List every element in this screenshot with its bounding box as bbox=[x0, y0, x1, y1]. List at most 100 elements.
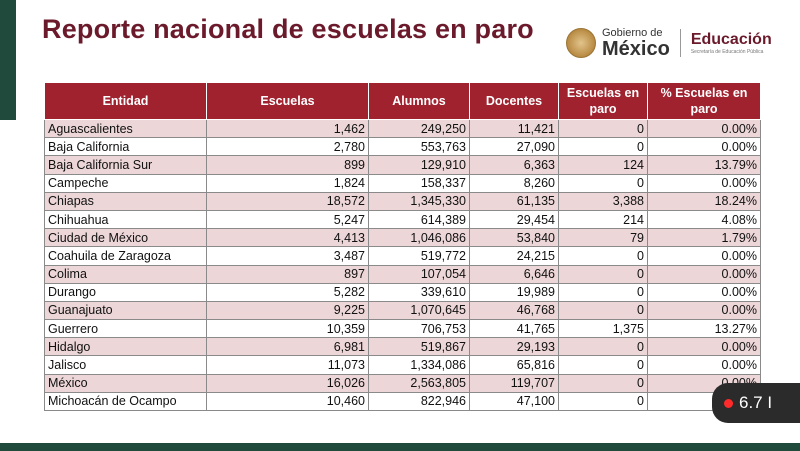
table-row: Campeche 1,824 158,337 8,260 0 0.00% bbox=[44, 173, 761, 193]
cell-docentes: 19,989 bbox=[469, 282, 559, 302]
cell-docentes: 65,816 bbox=[469, 355, 559, 375]
cell-entidad: Baja California Sur bbox=[44, 155, 207, 175]
cell-alumnos: 107,054 bbox=[368, 264, 470, 284]
header-porcentaje-paro: % Escuelas en paro bbox=[647, 82, 761, 120]
cell-alumnos: 706,753 bbox=[368, 319, 470, 339]
cell-escuelas: 5,282 bbox=[206, 282, 369, 302]
cell-escuelas: 6,981 bbox=[206, 337, 369, 357]
cell-entidad: México bbox=[44, 373, 207, 393]
header-entidad: Entidad bbox=[44, 82, 207, 120]
cell-entidad: Hidalgo bbox=[44, 337, 207, 357]
cell-docentes: 24,215 bbox=[469, 246, 559, 266]
cell-escuelas: 11,073 bbox=[206, 355, 369, 375]
cell-docentes: 27,090 bbox=[469, 137, 559, 157]
cell-escuelas-en-paro: 3,388 bbox=[558, 191, 648, 211]
cell-escuelas-en-paro: 1,375 bbox=[558, 319, 648, 339]
cell-alumnos: 1,046,086 bbox=[368, 228, 470, 248]
cell-escuelas: 18,572 bbox=[206, 191, 369, 211]
cell-docentes: 11,421 bbox=[469, 118, 559, 139]
record-dot-icon bbox=[724, 398, 733, 408]
cell-docentes: 41,765 bbox=[469, 319, 559, 339]
cell-escuelas-en-paro: 0 bbox=[558, 300, 648, 321]
cell-docentes: 6,646 bbox=[469, 264, 559, 284]
cell-escuelas-en-paro: 0 bbox=[558, 173, 648, 193]
cell-alumnos: 249,250 bbox=[368, 118, 470, 139]
cell-alumnos: 822,946 bbox=[368, 391, 470, 412]
cell-docentes: 46,768 bbox=[469, 300, 559, 321]
cell-porcentaje-paro: 0.00% bbox=[647, 246, 761, 266]
cell-porcentaje-paro: 18.24% bbox=[647, 191, 761, 211]
table-row: Aguascalientes 1,462 249,250 11,421 0 0.00% bbox=[44, 118, 761, 139]
government-logo: Gobierno de México Educación Secretaría … bbox=[566, 26, 772, 60]
cell-alumnos: 1,345,330 bbox=[368, 191, 470, 211]
cell-alumnos: 614,389 bbox=[368, 209, 470, 230]
cell-entidad: Guanajuato bbox=[44, 300, 207, 321]
cell-docentes: 6,363 bbox=[469, 155, 559, 175]
cell-escuelas: 4,413 bbox=[206, 228, 369, 248]
sep-label: Secretaría de Educación Pública bbox=[690, 48, 764, 55]
cell-porcentaje-paro: 1.79% bbox=[647, 228, 761, 248]
cell-porcentaje-paro: 0.00% bbox=[647, 300, 761, 321]
cell-alumnos: 2,563,805 bbox=[368, 373, 470, 393]
cell-alumnos: 1,070,645 bbox=[368, 300, 470, 321]
schools-strike-table: Entidad Escuelas Alumnos Docentes Escuel… bbox=[44, 82, 761, 412]
cell-docentes: 47,100 bbox=[469, 391, 559, 412]
cell-escuelas-en-paro: 0 bbox=[558, 137, 648, 157]
cell-entidad: Chihuahua bbox=[44, 209, 207, 230]
national-seal-icon bbox=[566, 28, 596, 58]
gobierno-wordmark: Gobierno de México bbox=[602, 26, 670, 60]
gobierno-label: Gobierno de bbox=[602, 26, 663, 39]
cell-docentes: 8,260 bbox=[469, 173, 559, 193]
table-row: Jalisco 11,073 1,334,086 65,816 0 0.00% bbox=[44, 355, 761, 375]
cell-escuelas: 1,462 bbox=[206, 118, 369, 139]
cell-escuelas: 899 bbox=[206, 155, 369, 175]
cell-escuelas-en-paro: 0 bbox=[558, 282, 648, 302]
cell-alumnos: 129,910 bbox=[368, 155, 470, 175]
cell-entidad: Ciudad de México bbox=[44, 228, 207, 248]
cell-entidad: Colima bbox=[44, 264, 207, 284]
cell-docentes: 29,193 bbox=[469, 337, 559, 357]
recording-badge-text: 6.7 I bbox=[739, 393, 773, 412]
cell-porcentaje-paro: 0.00% bbox=[647, 282, 761, 302]
cell-alumnos: 1,334,086 bbox=[368, 355, 470, 375]
cell-porcentaje-paro: 0.00% bbox=[647, 118, 761, 139]
table-row: Colima 897 107,054 6,646 0 0.00% bbox=[44, 264, 761, 284]
recording-badge[interactable]: 6.7 I bbox=[712, 383, 800, 423]
cell-escuelas-en-paro: 0 bbox=[558, 337, 648, 357]
cell-entidad: Coahuila de Zaragoza bbox=[44, 246, 207, 266]
table-row: Michoacán de Ocampo10,460822,94647,10000… bbox=[44, 391, 761, 412]
cell-escuelas: 9,225 bbox=[206, 300, 369, 321]
table-row: Chihuahua 5,247 614,389 29,454 214 4.08% bbox=[44, 209, 761, 230]
cell-escuelas-en-paro: 0 bbox=[558, 246, 648, 266]
header-alumnos: Alumnos bbox=[368, 82, 470, 120]
cell-alumnos: 158,337 bbox=[368, 173, 470, 193]
table-row: Baja California 2,780 553,763 27,090 0 0.00% bbox=[44, 137, 761, 157]
cell-porcentaje-paro: 0.00% bbox=[647, 264, 761, 284]
cell-escuelas-en-paro: 0 bbox=[558, 118, 648, 139]
cell-escuelas-en-paro: 0 bbox=[558, 355, 648, 375]
cell-escuelas-en-paro: 0 bbox=[558, 373, 648, 393]
cell-escuelas: 3,487 bbox=[206, 246, 369, 266]
educacion-label: Educación bbox=[690, 30, 772, 48]
cell-escuelas: 5,247 bbox=[206, 209, 369, 230]
table-row: Chiapas 18,572 1,345,330 61,135 3,388 18.24% bbox=[44, 191, 761, 211]
cell-alumnos: 519,772 bbox=[368, 246, 470, 266]
cell-porcentaje-paro: 0.00% bbox=[647, 137, 761, 157]
left-accent-bar bbox=[0, 0, 16, 120]
table-row: Durango 5,282 339,610 19,989 0 0.00% bbox=[44, 282, 761, 302]
cell-escuelas: 2,780 bbox=[206, 137, 369, 157]
cell-entidad: Durango bbox=[44, 282, 207, 302]
table-row: Guanajuato 9,225 1,070,645 46,768 0 0.00% bbox=[44, 300, 761, 321]
cell-docentes: 29,454 bbox=[469, 209, 559, 230]
cell-docentes: 53,840 bbox=[469, 228, 559, 248]
cell-porcentaje-paro: 0.00% bbox=[647, 173, 761, 193]
mexico-label: México bbox=[602, 37, 670, 60]
header-escuelas: Escuelas bbox=[206, 82, 369, 120]
logo-divider bbox=[679, 29, 681, 57]
cell-escuelas: 16,026 bbox=[206, 373, 369, 393]
cell-escuelas-en-paro: 79 bbox=[558, 228, 648, 248]
cell-alumnos: 553,763 bbox=[368, 137, 470, 157]
educacion-wordmark: Educación Secretaría de Educación Públic… bbox=[690, 30, 772, 55]
